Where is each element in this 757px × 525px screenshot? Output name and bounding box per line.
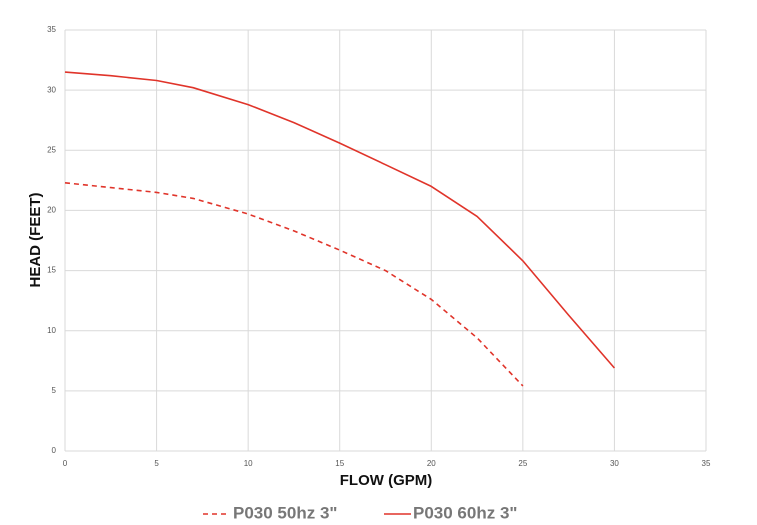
y-tick-label: 10 (47, 326, 56, 335)
x-tick-label: 30 (610, 459, 619, 468)
x-tick-label: 20 (427, 459, 436, 468)
series-line (64, 71, 616, 369)
y-tick-label: 0 (52, 446, 57, 455)
legend-label: P030 60hz 3" (413, 503, 517, 522)
y-tick-label: 20 (47, 206, 56, 215)
x-tick-label: 35 (702, 459, 711, 468)
x-tick-label: 15 (335, 459, 344, 468)
x-axis-label: FLOW (GPM) (340, 472, 432, 489)
y-tick-label: 35 (47, 25, 56, 34)
y-tick-label: 25 (47, 145, 56, 154)
x-tick-label: 10 (244, 459, 253, 468)
y-tick-label: 30 (47, 85, 56, 94)
series-line (64, 182, 524, 387)
legend-label: P030 50hz 3" (233, 503, 337, 522)
y-axis-label: HEAD (FEET) (27, 193, 44, 288)
x-tick-label: 5 (154, 459, 159, 468)
x-tick-label: 25 (518, 459, 527, 468)
x-tick-label: 0 (63, 459, 68, 468)
y-tick-label: 15 (47, 266, 56, 275)
y-tick-label: 5 (52, 386, 57, 395)
